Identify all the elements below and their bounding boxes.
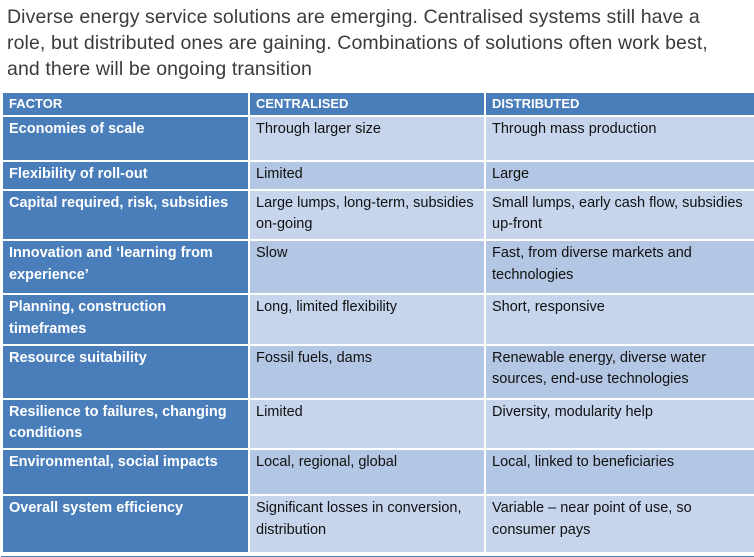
centralised-cell: Large lumps, long-term, subsidies on-goi… xyxy=(248,188,486,242)
factor-cell: Capital required, risk, subsidies xyxy=(1,188,250,242)
factor-cell: Planning, construction timeframes xyxy=(1,293,250,346)
centralised-cell: Local, regional, global xyxy=(248,448,486,497)
table-row: Resource suitability Fossil fuels, dams Re… xyxy=(1,343,754,400)
column-header-centralised: CENTRALISED xyxy=(248,91,486,117)
factor-cell: Resilience to failures, changing conditi… xyxy=(1,397,250,451)
centralised-cell: Through larger size xyxy=(248,114,486,162)
distributed-cell: Short, responsive xyxy=(484,293,754,346)
distributed-cell: Renewable energy, diverse water sources,… xyxy=(484,343,754,400)
distributed-cell: Variable – near point of use, so consume… xyxy=(484,494,754,555)
factor-cell: Environmental, social impacts xyxy=(1,448,250,497)
centralised-cell: Long, limited flexibility xyxy=(248,293,486,346)
distributed-cell: Large xyxy=(484,159,754,191)
table-row: Overall system efficiency Significant los… xyxy=(1,494,754,555)
column-header-factor: FACTOR xyxy=(1,91,250,117)
table-row: Flexibility of roll-out Limited Large xyxy=(1,159,754,191)
distributed-cell: Through mass production xyxy=(484,114,754,162)
table-row: Capital required, risk, subsidies Large l… xyxy=(1,188,754,242)
factor-cell: Overall system efficiency xyxy=(1,494,250,555)
factor-cell: Economies of scale xyxy=(1,114,250,162)
table-row: Resilience to failures, changing conditi… xyxy=(1,397,754,451)
table-row: Innovation and ‘learning from experience… xyxy=(1,239,754,296)
column-header-distributed: DISTRIBUTED xyxy=(484,91,754,117)
factor-cell: Resource suitability xyxy=(1,343,250,400)
distributed-cell: Fast, from diverse markets and technolog… xyxy=(484,239,754,296)
table-row: Planning, construction timeframes Long, l… xyxy=(1,293,754,346)
distributed-cell: Diversity, modularity help xyxy=(484,397,754,451)
table-body: Economies of scale Through larger size Thr… xyxy=(1,114,754,555)
centralised-cell: Limited xyxy=(248,159,486,191)
centralised-cell: Limited xyxy=(248,397,486,451)
table-row: Economies of scale Through larger size Thr… xyxy=(1,114,754,162)
page-title: Diverse energy service solutions are eme… xyxy=(7,6,708,81)
distributed-cell: Small lumps, early cash flow, subsidies … xyxy=(484,188,754,242)
factor-cell: Innovation and ‘learning from experience… xyxy=(1,239,250,296)
table-row: Environmental, social impacts Local, regi… xyxy=(1,448,754,497)
centralised-cell: Fossil fuels, dams xyxy=(248,343,486,400)
comparison-table: FACTOR CENTRALISED DISTRIBUTED Economies… xyxy=(1,91,754,555)
centralised-cell: Slow xyxy=(248,239,486,296)
distributed-cell: Local, linked to beneficiaries xyxy=(484,448,754,497)
factor-cell: Flexibility of roll-out xyxy=(1,159,250,191)
table-header-row: FACTOR CENTRALISED DISTRIBUTED xyxy=(1,91,754,117)
centralised-cell: Significant losses in conversion, distri… xyxy=(248,494,486,555)
